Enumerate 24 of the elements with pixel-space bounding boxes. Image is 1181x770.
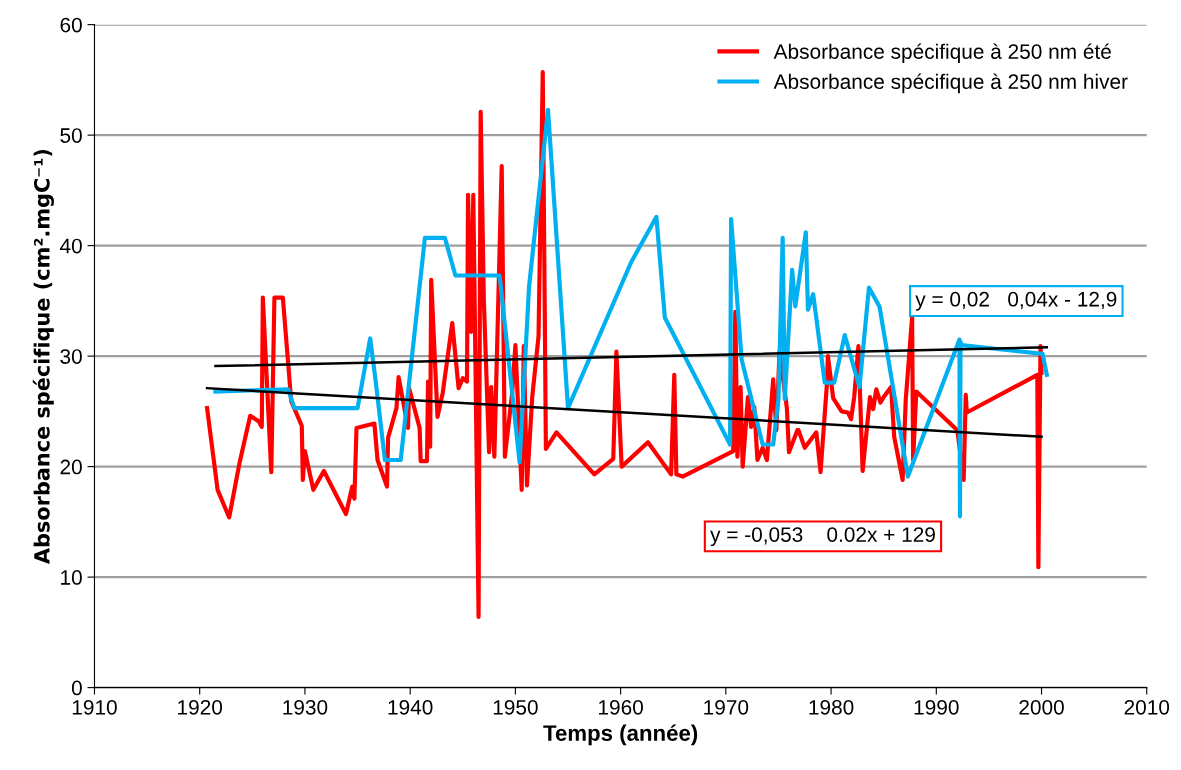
x-axis-title: Temps (année): [543, 724, 698, 746]
y-tick-label: 40: [59, 238, 82, 254]
annotation: y = 0,02 0,04x - 12,9: [915, 291, 1117, 311]
x-tick-label: 1940: [388, 699, 433, 715]
x-tick-label: 1930: [283, 699, 328, 715]
x-tick-label: 1990: [914, 699, 959, 715]
y-tick-label: 20: [60, 459, 82, 475]
y-axis-title: Absorbance spécifique (cm².mgC⁻¹): [32, 149, 54, 565]
y-tick-label: 10: [61, 570, 82, 585]
x-tick-label: 1920: [178, 699, 223, 715]
y-tick-label: 30: [60, 349, 82, 364]
x-tick-label: 1980: [809, 699, 854, 715]
y-tick-label: 0: [71, 680, 82, 696]
legend-label: Absorbance spécifique à 250 nm été: [773, 43, 1111, 64]
x-tick-label: 1970: [704, 699, 749, 715]
x-tick-label: 2010: [1124, 699, 1170, 715]
x-tick-label: 1960: [599, 699, 643, 715]
x-tick-label: 1950: [493, 699, 538, 715]
y-tick-label: 50: [60, 128, 82, 143]
x-tick-label: 2000: [1019, 699, 1064, 715]
annotation: y = -0,053 0.02x + 129: [710, 527, 935, 547]
x-tick-label: 1910: [72, 699, 117, 715]
legend-label: Absorbance spécifique à 250 nm hiver: [773, 73, 1128, 94]
y-tick-label: 60: [60, 17, 82, 33]
